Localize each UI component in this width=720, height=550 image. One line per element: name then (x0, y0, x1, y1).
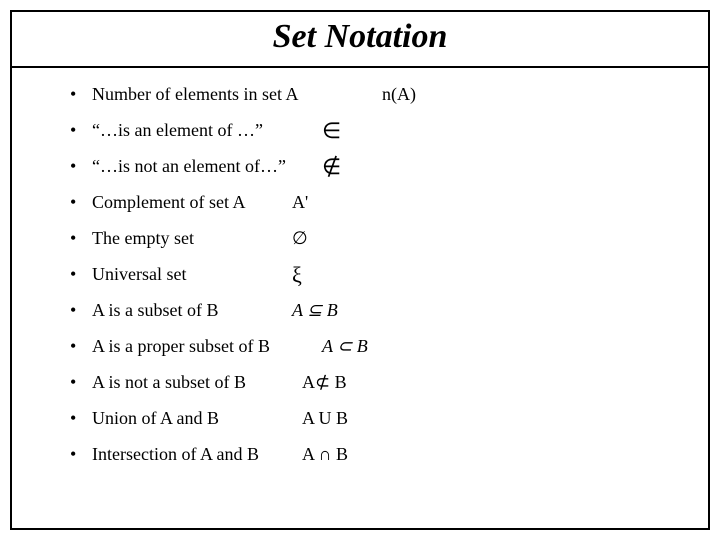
list-item: • A is a proper subset of B A ⊂ B (70, 336, 688, 357)
bullet-icon: • (70, 192, 92, 213)
item-desc: A is a subset of B (92, 300, 292, 321)
bullet-icon: • (70, 120, 92, 141)
item-symbol: A⊄ B (302, 372, 347, 393)
item-desc: A is not a subset of B (92, 372, 302, 393)
list-item: • Union of A and B A U B (70, 408, 688, 429)
list-item: • A is a subset of B A ⊆ B (70, 300, 688, 321)
item-desc: “…is an element of …” (92, 120, 322, 141)
item-symbol: A ⊆ B (292, 300, 338, 321)
bullet-icon: • (70, 336, 92, 357)
slide-frame: Set Notation • Number of elements in set… (10, 10, 710, 530)
item-symbol: ξ (292, 266, 302, 284)
slide-title: Set Notation (273, 18, 448, 55)
list-item: • Number of elements in set A n(A) (70, 84, 688, 105)
list-item: • Intersection of A and B A ∩ B (70, 444, 688, 465)
list-item: • “…is an element of …” ∈ (70, 120, 688, 141)
list-item: • A is not a subset of B A⊄ B (70, 372, 688, 393)
list-item: • Universal set ξ (70, 264, 688, 285)
list-item: • “…is not an element of…” ∉ (70, 156, 688, 177)
bullet-icon: • (70, 300, 92, 321)
bullet-icon: • (70, 228, 92, 249)
item-desc: Complement of set A (92, 192, 292, 213)
content-area: • Number of elements in set A n(A) • “…i… (12, 68, 708, 465)
item-desc: “…is not an element of…” (92, 156, 322, 177)
item-desc: Intersection of A and B (92, 444, 302, 465)
item-symbol: n(A) (382, 84, 416, 105)
bullet-icon: • (70, 408, 92, 429)
item-desc: Number of elements in set A (92, 84, 322, 105)
bullet-icon: • (70, 444, 92, 465)
bullet-icon: • (70, 264, 92, 285)
item-desc: Universal set (92, 264, 292, 285)
item-symbol: ∉ (322, 158, 341, 176)
item-desc: The empty set (92, 228, 292, 249)
item-symbol: A' (292, 192, 308, 213)
item-symbol: ∅ (292, 228, 308, 249)
bullet-icon: • (70, 372, 92, 393)
list-item: • The empty set ∅ (70, 228, 688, 249)
bullet-icon: • (70, 84, 92, 105)
item-symbol: A ⊂ B (322, 336, 368, 357)
item-desc: A is a proper subset of B (92, 336, 322, 357)
title-box: Set Notation (12, 12, 708, 68)
item-symbol: A ∩ B (302, 444, 348, 465)
item-symbol: ∈ (322, 122, 341, 140)
item-desc: Union of A and B (92, 408, 302, 429)
list-item: • Complement of set A A' (70, 192, 688, 213)
bullet-icon: • (70, 156, 92, 177)
item-symbol: A U B (302, 408, 348, 429)
